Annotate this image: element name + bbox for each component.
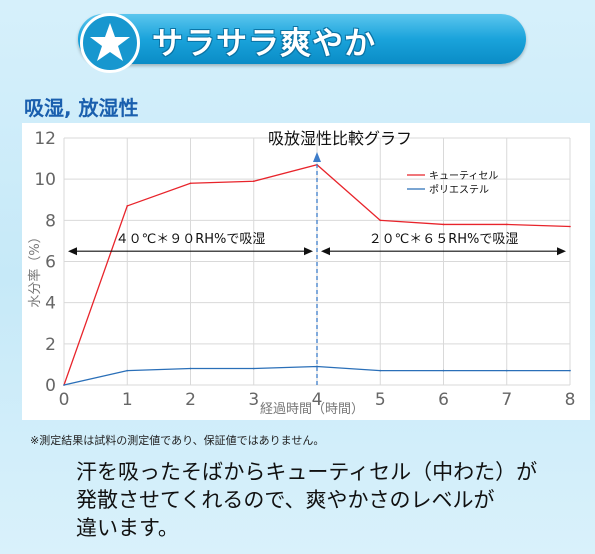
caption-line-1: 汗を吸ったそばからキューティセル（中わた）が [76,460,538,484]
x-tick-label: 2 [185,390,196,410]
data-point [316,365,318,368]
data-point [189,182,192,185]
data-point [379,219,382,222]
x-tick-label: 4 [312,390,323,410]
y-tick-label: 6 [45,253,56,273]
title-banner [78,14,526,64]
star-icon [90,23,130,61]
data-point [442,369,445,372]
data-point [569,369,571,372]
caption-line-2: 発散させてくれるので、爽やかさのレベルが [76,488,495,512]
data-point [505,223,508,226]
data-point [442,223,445,226]
data-point [189,367,192,370]
range-arrowhead-left [68,247,77,256]
divider-arrowhead [313,152,321,162]
x-tick-label: 1 [122,390,133,410]
data-point [252,180,255,183]
disclaimer-note: ※測定結果は試料の測定値であり、保証値ではありません。 [30,434,325,447]
y-tick-label: 10 [34,170,56,190]
star-badge [80,13,140,73]
x-tick-label: 5 [375,390,386,410]
data-point [126,205,129,207]
chart-annotations: ４０℃＊９０RH%で吸湿 ２０℃＊６５RH%で吸湿 [68,152,566,385]
range-arrowhead-left [321,247,330,256]
x-tick-label: 3 [248,390,259,410]
y-tick-label: 4 [45,294,56,314]
caption-line-3: 違います。 [76,516,179,540]
data-point [63,384,65,386]
caption: 汗を吸ったそばからキューティセル（中わた）が 発散させてくれるので、爽やかさのレ… [76,458,576,542]
range-arrowhead-right [557,247,566,256]
chart-title: 吸放湿性比較グラフ [268,129,412,148]
x-tick-label: 7 [501,390,512,410]
banner-title: サラサラ爽やか [152,26,376,62]
data-point [379,369,382,372]
range-label: ２０℃＊６５RH%で吸湿 [369,232,519,247]
data-point [252,367,255,370]
range-annotation: ４０℃＊９０RH%で吸湿 [68,232,313,256]
data-point [505,369,508,372]
data-point [569,225,571,228]
data-point [126,369,129,372]
range-annotation: ２０℃＊６５RH%で吸湿 [321,232,566,256]
range-arrowhead-right [304,247,313,256]
chart-x-axis-label: 経過時間（時間） [260,402,364,417]
x-tick-label: 6 [438,390,449,410]
x-tick-label: 0 [59,390,70,410]
y-tick-label: 8 [45,211,56,231]
range-label: ４０℃＊９０RH%で吸湿 [116,232,266,247]
chart-panel: 0 1 2 3 4 5 6 7 8 0 2 4 6 8 10 12 ４０℃＊９０RH%で吸湿 ２０℃＊６５RH%… [22,123,590,420]
legend-label: キューティセル [429,170,498,182]
x-tick-label: 8 [565,390,576,410]
section-title: 吸湿, 放湿性 [24,96,139,120]
y-tick-label: 2 [45,335,56,355]
y-tick-label: 0 [45,376,56,396]
chart-y-axis-label: 水分率（%） [27,230,43,307]
legend-label: ポリエステル [429,184,489,196]
y-tick-label: 12 [34,129,56,149]
